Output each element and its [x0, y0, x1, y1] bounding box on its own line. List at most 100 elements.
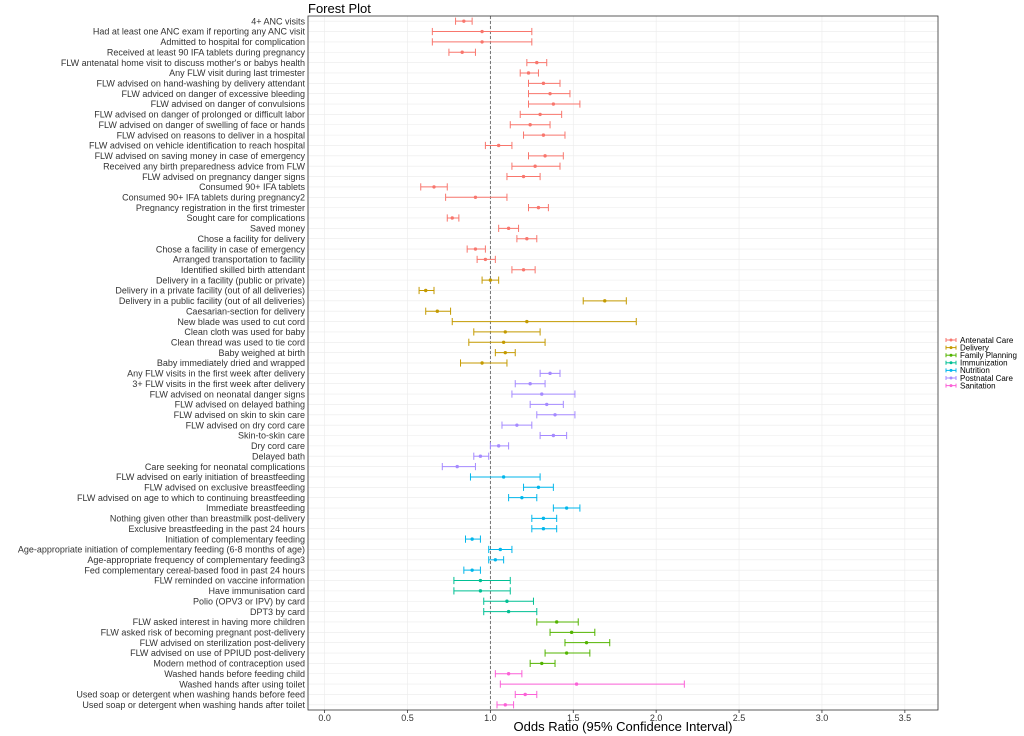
y-tick-label: FLW advised on early initiation of breas…	[116, 472, 305, 482]
odds-ratio-point	[551, 102, 556, 106]
forest-row	[549, 628, 596, 636]
legend-key-point	[949, 368, 953, 372]
forest-row	[418, 286, 435, 295]
odds-ratio-point	[541, 527, 546, 531]
forest-row	[441, 462, 476, 471]
odds-ratio-point	[432, 185, 436, 189]
odds-ratio-point	[521, 174, 526, 179]
forest-row	[468, 338, 546, 346]
x-tick-label: 0.5	[401, 713, 414, 723]
y-tick-label: FLW asked risk of becoming pregnant post…	[101, 628, 306, 638]
forest-row	[451, 317, 637, 326]
odds-ratio-point	[488, 278, 493, 282]
forest-row	[528, 152, 564, 160]
y-tick-label: Initiation of complementary feeding	[165, 534, 305, 544]
rows-layer	[418, 17, 685, 709]
y-tick-label: Any FLW visits in the first week after d…	[127, 369, 305, 379]
forest-row	[463, 566, 481, 574]
y-tick-label: Pregnancy registration in the first trim…	[136, 203, 305, 213]
legend-key-point	[949, 361, 953, 365]
legend-key-point	[949, 376, 953, 380]
y-tick-label: Exclusive breastfeeding in the past 24 h…	[128, 524, 305, 534]
y-tick-label: Admitted to hospital for complication	[160, 37, 305, 47]
odds-ratio-point	[569, 630, 574, 635]
y-tick-label: 4+ ANC visits	[251, 16, 305, 26]
odds-ratio-point	[584, 640, 589, 645]
odds-ratio-point	[523, 692, 527, 697]
odds-ratio-point	[496, 444, 501, 448]
y-tick-label: FLW advised on danger of swelling of fac…	[99, 120, 306, 130]
forest-row	[506, 172, 541, 181]
y-tick-label: FLW advised on saving money in case of e…	[95, 151, 306, 161]
forest-row	[528, 204, 549, 212]
y-tick-label: FLW advised on reasons to deliver in a h…	[117, 130, 305, 140]
y-tick-label: FLW reminded on vaccine information	[154, 576, 305, 586]
y-tick-label: Sought care for complications	[186, 213, 305, 223]
y-tick-label: FLW advised on dry cord care	[186, 420, 305, 430]
forest-row	[499, 680, 685, 688]
y-tick-label: Used soap or detergent when washing hand…	[76, 690, 305, 700]
legend-label: Delivery	[960, 343, 989, 352]
y-tick-label: Delivery in a facility (public or privat…	[156, 275, 305, 285]
legend-item: Postnatal Care	[945, 374, 1013, 383]
odds-ratio-point	[480, 29, 484, 34]
forest-row	[552, 504, 581, 512]
forest-row	[494, 349, 516, 357]
odds-ratio-point	[574, 682, 579, 686]
y-tick-label: Consumed 90+ IFA tablets	[199, 182, 305, 192]
odds-ratio-point	[478, 589, 483, 593]
grid-layer	[308, 16, 938, 710]
odds-ratio-point	[536, 205, 541, 210]
odds-ratio-point	[545, 402, 549, 407]
y-tick-label: Modern method of contraception used	[153, 659, 305, 669]
odds-ratio-point	[470, 537, 474, 541]
y-tick-label: Arranged transportation to facility	[173, 255, 306, 265]
y-tick-label: Caesarian-section for delivery	[186, 306, 306, 316]
forest-row	[528, 100, 581, 108]
forest-row	[484, 141, 513, 150]
odds-ratio-point	[480, 40, 484, 44]
y-tick-label: Have immunisation card	[208, 586, 305, 596]
y-tick-label: Clean thread was used to tie cord	[171, 337, 305, 347]
forest-row	[489, 442, 510, 450]
y-tick-label: Received any birth preparedness advice f…	[103, 161, 305, 171]
odds-ratio-point	[478, 578, 483, 583]
forest-row	[511, 266, 536, 274]
odds-ratio-point	[525, 319, 529, 324]
forest-row	[460, 359, 508, 367]
odds-ratio-point	[541, 81, 546, 86]
y-tick-label: Fed complementary cereal-based food in p…	[84, 565, 305, 575]
x-tick-label: 3.0	[816, 713, 829, 723]
legend-item: Antenatal Care	[945, 336, 1014, 345]
odds-ratio-point	[551, 433, 556, 438]
y-tick-label: Washed hands before feeding child	[164, 669, 305, 679]
odds-ratio-point	[540, 392, 544, 396]
legend-key-point	[949, 338, 953, 342]
odds-ratio-point	[503, 350, 507, 355]
odds-ratio-point	[521, 268, 526, 272]
forest-row	[531, 525, 558, 533]
y-tick-label: Care seeking for neonatal complications	[145, 462, 306, 472]
forest-row	[523, 483, 554, 491]
forest-row	[483, 597, 534, 605]
forest-row	[582, 297, 627, 305]
y-tick-label: FLW advised on delayed bathing	[175, 400, 305, 410]
y-tick-label: FLW advised on vehicle identification to…	[89, 141, 305, 151]
odds-ratio-point	[483, 257, 488, 262]
forest-row	[488, 556, 505, 564]
y-tick-label: FLW advised on age to which to continuin…	[77, 493, 305, 503]
y-tick-label: Had at least one ANC exam if reporting a…	[93, 27, 306, 37]
forest-row	[425, 307, 452, 315]
forest-row	[539, 431, 568, 440]
odds-ratio-point	[480, 361, 484, 365]
forest-row	[483, 607, 538, 616]
forest-row	[453, 587, 511, 595]
legend-item: Nutrition	[945, 366, 990, 375]
y-tick-label: Saved money	[250, 224, 306, 234]
odds-ratio-point	[493, 558, 498, 562]
odds-ratio-point	[505, 599, 509, 603]
forest-row	[446, 214, 460, 222]
x-tick-label: 0.0	[318, 713, 331, 723]
odds-ratio-point	[424, 288, 428, 293]
